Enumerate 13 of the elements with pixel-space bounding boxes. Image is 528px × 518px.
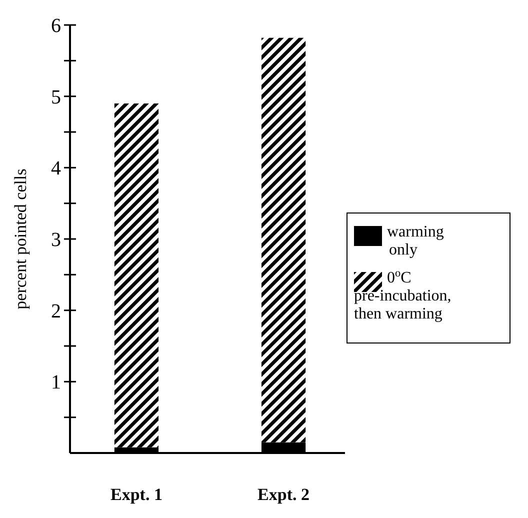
y-tick-label: 1	[51, 372, 61, 394]
x-tick-label: Expt. 1	[110, 485, 162, 504]
legend-label: warming only	[387, 224, 444, 259]
y-axis-title: percent pointed cells	[11, 168, 30, 310]
y-tick-label: 3	[51, 229, 61, 251]
x-tick-label: Expt. 2	[258, 485, 310, 504]
y-tick-label: 5	[51, 86, 61, 108]
y-tick-label: 6	[51, 15, 61, 37]
bar	[261, 38, 306, 442]
legend-label: 0$^{o}$C pre-incubation, then warming	[354, 268, 452, 323]
bar	[114, 103, 159, 448]
y-tick-label: 2	[51, 300, 61, 322]
y-tick-label: 4	[51, 158, 61, 180]
